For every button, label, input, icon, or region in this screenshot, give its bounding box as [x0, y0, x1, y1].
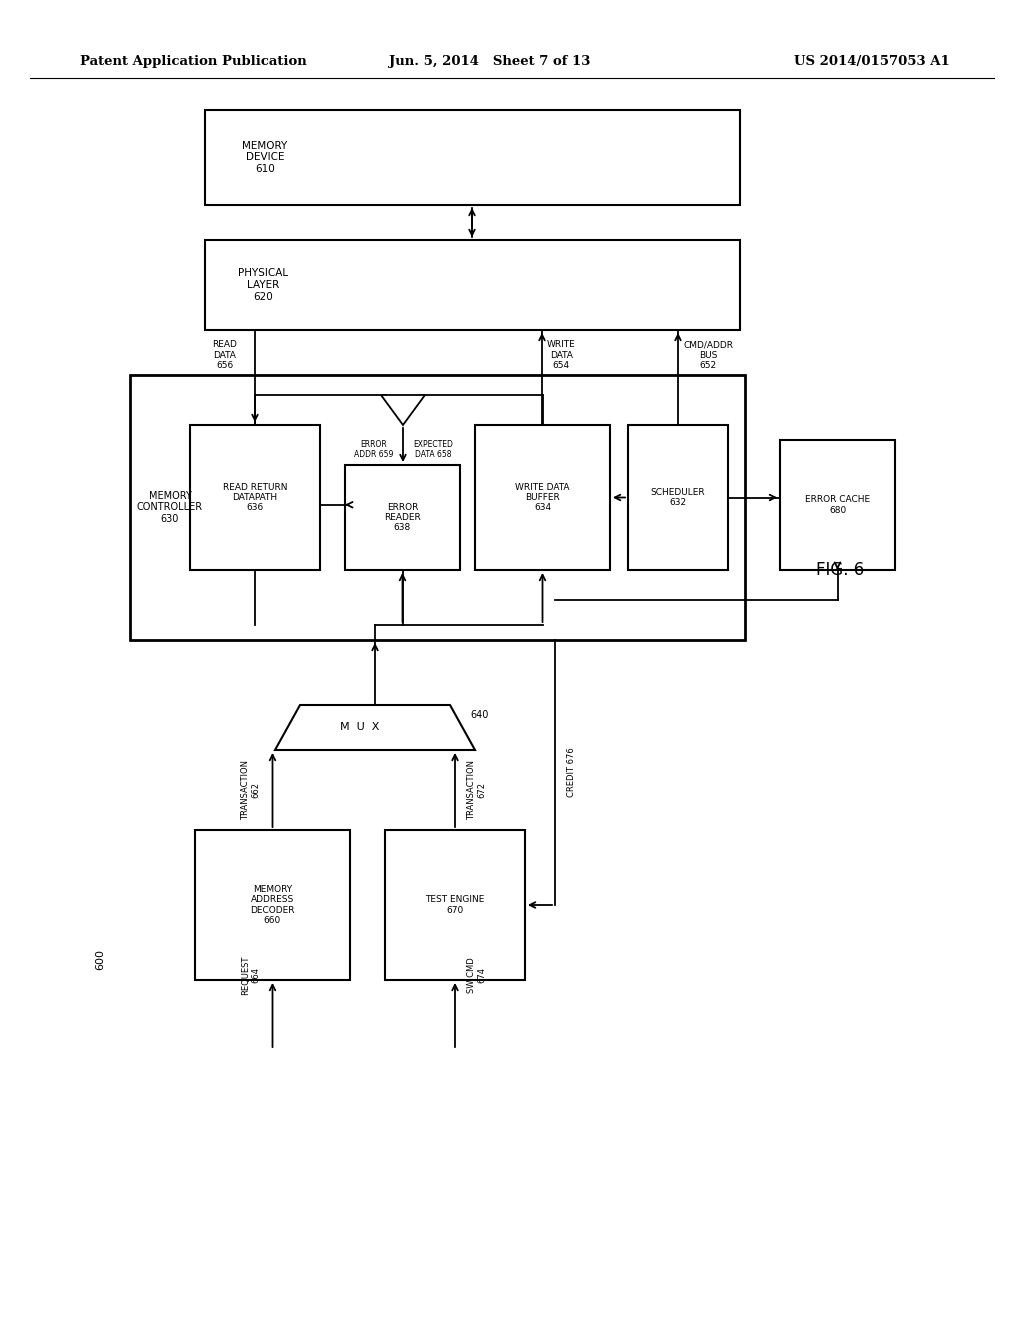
Text: ERROR
READER
638: ERROR READER 638 [384, 503, 421, 532]
Text: 640: 640 [470, 710, 488, 719]
Text: MEMORY
ADDRESS
DECODER
660: MEMORY ADDRESS DECODER 660 [250, 884, 295, 925]
Bar [195, 830, 350, 979]
Text: TRANSACTION
672: TRANSACTION 672 [467, 760, 486, 820]
Bar [345, 465, 460, 570]
Text: SCHEDULER
632: SCHEDULER 632 [650, 488, 706, 507]
Text: SW CMD
674: SW CMD 674 [467, 957, 486, 993]
Text: Jun. 5, 2014   Sheet 7 of 13: Jun. 5, 2014 Sheet 7 of 13 [389, 55, 591, 69]
Text: REQUEST
664: REQUEST 664 [241, 956, 260, 995]
Text: MEMORY
CONTROLLER
630: MEMORY CONTROLLER 630 [137, 491, 203, 524]
Text: WRITE
DATA
654: WRITE DATA 654 [547, 341, 575, 370]
Text: ERROR CACHE
680: ERROR CACHE 680 [805, 495, 870, 515]
Bar [385, 830, 525, 979]
Text: M  U  X: M U X [340, 722, 380, 733]
Text: Patent Application Publication: Patent Application Publication [80, 55, 307, 69]
Text: EXPECTED
DATA 658: EXPECTED DATA 658 [413, 440, 453, 459]
Text: TRANSACTION
662: TRANSACTION 662 [241, 760, 260, 820]
Bar [475, 425, 610, 570]
Bar [130, 375, 745, 640]
Text: ERROR
ADDR 659: ERROR ADDR 659 [353, 440, 393, 459]
Text: CREDIT 676: CREDIT 676 [567, 747, 575, 797]
Bar [190, 425, 319, 570]
Text: CMD/ADDR
BUS
652: CMD/ADDR BUS 652 [683, 341, 733, 370]
Polygon shape [275, 705, 475, 750]
Polygon shape [381, 395, 425, 425]
Text: US 2014/0157053 A1: US 2014/0157053 A1 [795, 55, 950, 69]
Bar [205, 110, 740, 205]
Text: READ RETURN
DATAPATH
636: READ RETURN DATAPATH 636 [223, 483, 288, 512]
Text: PHYSICAL
LAYER
620: PHYSICAL LAYER 620 [238, 268, 288, 301]
Text: WRITE DATA
BUFFER
634: WRITE DATA BUFFER 634 [515, 483, 569, 512]
Text: TEST ENGINE
670: TEST ENGINE 670 [425, 895, 484, 915]
Bar [628, 425, 728, 570]
Text: FIG. 6: FIG. 6 [816, 561, 864, 579]
Text: READ
DATA
656: READ DATA 656 [212, 341, 237, 370]
Text: MEMORY
DEVICE
610: MEMORY DEVICE 610 [243, 141, 288, 174]
Bar [780, 440, 895, 570]
Bar [205, 240, 740, 330]
Text: 600: 600 [95, 949, 105, 970]
